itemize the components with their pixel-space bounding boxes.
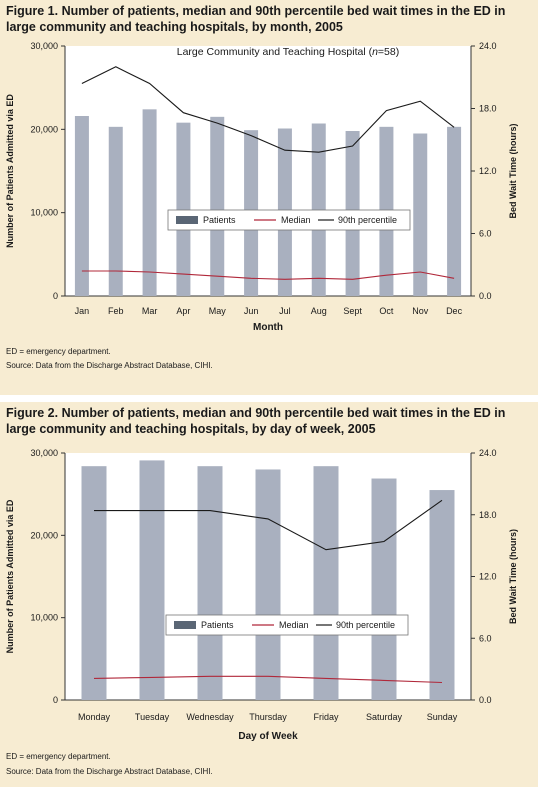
x-tick-label: Sunday: [427, 712, 458, 722]
figure-2-note: ED = emergency department.: [6, 752, 111, 761]
y-tick-label: 20,000: [30, 124, 58, 134]
y2-tick-label: 6.0: [479, 633, 492, 643]
figure-2-panel: Figure 2. Number of patients, median and…: [0, 402, 538, 787]
legend-label-patients: Patients: [203, 215, 236, 225]
bar-patients: [197, 466, 223, 700]
bar-patients: [108, 126, 123, 296]
legend-label-90th: 90th percentile: [336, 620, 395, 630]
line-90th-percentile: [94, 499, 443, 551]
x-tick-label: Mar: [142, 306, 158, 316]
figure-2-source: Source: Data from the Discharge Abstract…: [6, 767, 213, 776]
y-axis-title: Number of Patients Admitted via ED: [5, 499, 15, 653]
x-tick-label: Aug: [311, 306, 327, 316]
figure-2-chart: 0 10,000 20,000 30,000 0.0 6.0 12.0 18.0 24.0 Mon…: [5, 448, 518, 742]
x-tick-label: May: [209, 306, 227, 316]
bar-patients: [210, 116, 225, 296]
chart-subtitle: Large Community and Teaching Hospital (n…: [177, 46, 399, 58]
y2-tick-label: 6.0: [479, 229, 492, 239]
legend-swatch-patients: [176, 216, 198, 224]
bar-patients: [142, 109, 157, 296]
bar-patients: [447, 126, 462, 296]
x-tick-label: Dec: [446, 306, 463, 316]
legend-label-90th: 90th percentile: [338, 215, 397, 225]
x-axis-title: Month: [253, 322, 283, 333]
y-axis-title: Number of Patients Admitted via ED: [5, 94, 15, 248]
y2-tick-label: 24.0: [479, 448, 497, 458]
bar-patients: [429, 490, 455, 700]
x-tick-label: Monday: [78, 712, 111, 722]
figure-2-title: Figure 2. Number of patients, median and…: [6, 406, 506, 436]
legend-box: [167, 209, 411, 231]
x-tick-label: Wednesday: [186, 712, 234, 722]
y-tick-label: 20,000: [30, 530, 58, 540]
y-tick-label: 10,000: [30, 613, 58, 623]
y2-tick-label: 24.0: [479, 41, 497, 51]
x-tick-label: Apr: [176, 306, 190, 316]
bar-patients: [255, 469, 281, 700]
x-tick-label: Friday: [313, 712, 339, 722]
y2-tick-label: 0.0: [479, 695, 492, 705]
line-median: [93, 675, 443, 684]
bar-patients: [176, 122, 191, 297]
figure-1-chart: 0 10,000 20,000 30,000 0.0 6.0 12.0 18.0 24.0 Jan…: [5, 41, 518, 333]
y2-tick-label: 12.0: [479, 572, 497, 582]
y2-tick-label: 18.0: [479, 104, 497, 114]
plot-area: [65, 46, 471, 296]
figure-1-title: Figure 1. Number of patients, median and…: [6, 4, 506, 34]
y-tick-label: 0: [53, 291, 58, 301]
y-tick-label: 10,000: [30, 208, 58, 218]
y-tick-label: 0: [53, 695, 58, 705]
y-tick-label: 30,000: [30, 41, 58, 51]
x-tick-label: Jul: [279, 306, 291, 316]
figure-1-note: ED = emergency department.: [6, 347, 111, 356]
x-tick-label: Tuesday: [135, 712, 170, 722]
y2-tick-label: 12.0: [479, 166, 497, 176]
legend-swatch-patients: [174, 621, 196, 629]
legend-label-patients: Patients: [201, 620, 234, 630]
x-tick-label: Saturday: [366, 712, 403, 722]
y-tick-label: 30,000: [30, 448, 58, 458]
bar-patients: [81, 466, 107, 700]
x-axis-title: Day of Week: [238, 731, 298, 742]
line-median: [81, 270, 455, 280]
line-90th-percentile: [81, 66, 455, 153]
bar-patients: [371, 478, 397, 700]
y2-axis-title: Bed Wait Time (hours): [508, 529, 518, 624]
figure-1-panel: Figure 1. Number of patients, median and…: [0, 0, 538, 395]
x-tick-label: Oct: [379, 306, 394, 316]
x-tick-label: Jan: [75, 306, 90, 316]
bar-patients: [313, 466, 339, 700]
figure-1-source: Source: Data from the Discharge Abstract…: [6, 361, 213, 370]
y2-axis-title: Bed Wait Time (hours): [508, 123, 518, 218]
y2-tick-label: 18.0: [479, 510, 497, 520]
bar-patients: [139, 460, 165, 700]
y2-tick-label: 0.0: [479, 291, 492, 301]
x-tick-label: Feb: [108, 306, 124, 316]
x-tick-label: Nov: [412, 306, 429, 316]
legend-label-median: Median: [281, 215, 311, 225]
legend-label-median: Median: [279, 620, 309, 630]
legend-box: [165, 614, 409, 636]
x-tick-label: Thursday: [249, 712, 287, 722]
x-tick-label: Jun: [244, 306, 259, 316]
x-tick-label: Sept: [343, 306, 362, 316]
bar-patients: [413, 133, 428, 296]
bar-patients: [74, 116, 89, 296]
